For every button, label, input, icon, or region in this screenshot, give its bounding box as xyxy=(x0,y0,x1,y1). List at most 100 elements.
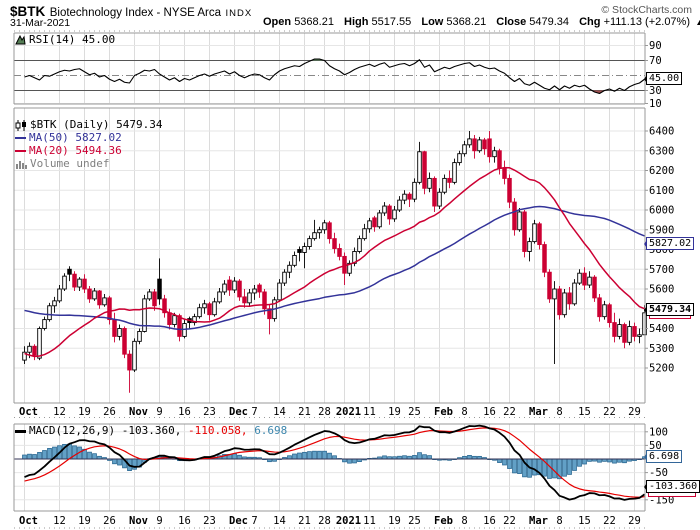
chg-value: +111.13 (+2.07%) xyxy=(603,16,690,28)
macd-histogram-bar xyxy=(512,458,517,474)
macd-histogram-bar xyxy=(502,458,507,466)
macd-histogram-bar xyxy=(117,458,122,466)
candle xyxy=(312,232,317,240)
candle xyxy=(502,168,507,179)
candle xyxy=(202,303,207,309)
ohlc-readout: Open 5368.21 High 5517.55 Low 5368.21 Cl… xyxy=(256,16,700,28)
candle xyxy=(242,296,247,304)
macd-histogram-bar xyxy=(622,458,627,464)
candle xyxy=(602,304,607,318)
candle xyxy=(617,324,622,337)
candle xyxy=(322,222,327,231)
candle xyxy=(357,238,362,252)
candle xyxy=(577,272,582,284)
macd-line xyxy=(24,424,646,501)
candle xyxy=(392,209,397,220)
axis-label: 19 xyxy=(78,406,91,418)
axis-label: 5400 xyxy=(649,323,674,335)
axis-label: 16 xyxy=(483,515,496,527)
chart-header: $BTK Biotechnology Index - NYSE Arca IND… xyxy=(10,3,252,21)
axis-label: 15 xyxy=(578,406,591,418)
page-title: Biotechnology Index - NYSE Arca xyxy=(49,7,222,19)
macd-histogram-bar xyxy=(87,451,92,460)
candle xyxy=(247,292,252,304)
axis-label: 100 xyxy=(649,426,668,438)
close-value: 5479.34 xyxy=(529,16,570,28)
candle xyxy=(282,271,287,284)
candle xyxy=(252,288,257,294)
axis-label: 11 xyxy=(363,515,376,527)
axis-label: Nov xyxy=(129,515,148,527)
candle xyxy=(222,283,227,293)
candle xyxy=(162,298,167,314)
candle xyxy=(472,138,477,152)
candle xyxy=(422,151,427,189)
candle xyxy=(517,211,522,231)
ma50-legend: MA(50) 5827.02 xyxy=(15,131,162,144)
axis-label: 22 xyxy=(503,406,516,418)
candle xyxy=(87,288,92,300)
macd-histogram-bar xyxy=(497,458,502,463)
axis-label: 8 xyxy=(461,406,467,418)
candle xyxy=(232,280,237,291)
ma50-value-box: 5827.02 xyxy=(643,237,695,250)
candle xyxy=(47,305,52,321)
ma20-line-icon xyxy=(15,150,26,152)
candle xyxy=(172,315,177,326)
axis-label: 11 xyxy=(363,406,376,418)
candle xyxy=(117,328,122,337)
signal-value: -110.058, xyxy=(187,424,248,437)
candle xyxy=(152,291,157,307)
volume-legend: Volume undef xyxy=(15,157,162,170)
candle xyxy=(417,151,422,183)
candle xyxy=(487,138,492,158)
rsi-panel xyxy=(14,45,645,104)
macd-histogram-bar xyxy=(322,450,327,460)
candle xyxy=(287,264,292,273)
exchange-tag: INDX xyxy=(225,8,253,19)
candles-layer xyxy=(22,131,647,393)
candle xyxy=(142,298,147,332)
axis-label: 8 xyxy=(461,515,467,527)
candle xyxy=(527,241,532,252)
axis-label: 26 xyxy=(103,406,116,418)
ma50-line-icon xyxy=(15,137,26,139)
candle xyxy=(97,290,102,306)
macd-value: -103.360, xyxy=(121,424,182,437)
macd-histogram-bar xyxy=(412,455,417,460)
axis-label: 8 xyxy=(556,406,562,418)
macd-value-box: -103.360 xyxy=(643,480,700,493)
axis-label: 16 xyxy=(483,406,496,418)
macd-histogram-bar xyxy=(67,443,72,460)
axis-label: Oct xyxy=(19,515,38,527)
candle xyxy=(432,177,437,207)
axis-label: 5600 xyxy=(649,284,674,296)
macd-histogram-bar xyxy=(302,451,307,460)
axis-label: 26 xyxy=(103,515,116,527)
candle xyxy=(192,316,197,324)
candle xyxy=(367,220,372,230)
candle xyxy=(277,282,282,301)
axis-label: 15 xyxy=(578,515,591,527)
candle xyxy=(522,211,527,252)
candle xyxy=(137,331,142,342)
macd-histogram-bar xyxy=(467,455,472,460)
candle xyxy=(212,301,217,316)
candle xyxy=(557,288,562,316)
axis-label: 23 xyxy=(203,515,216,527)
axis-label: 25 xyxy=(408,406,421,418)
axis-label: Mar xyxy=(529,406,548,418)
macd-histogram-bar xyxy=(307,451,312,460)
axis-label: 6100 xyxy=(649,185,674,197)
candle xyxy=(462,144,467,155)
close-label: Close xyxy=(496,16,527,28)
axis-label: 5900 xyxy=(649,224,674,236)
axis-label: 29 xyxy=(628,406,641,418)
candle xyxy=(467,138,472,146)
macd-histogram-bar xyxy=(547,458,552,479)
macd-histogram-bar xyxy=(417,452,422,460)
axis-label: 22 xyxy=(503,515,516,527)
